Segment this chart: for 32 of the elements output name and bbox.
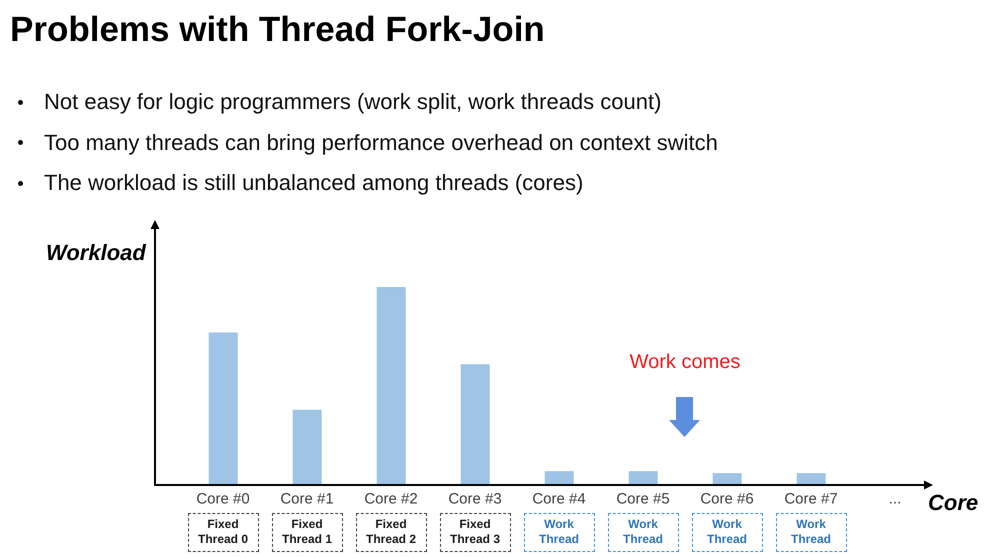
bar (544, 471, 574, 485)
text: The workload is still unbalanced among threads (cores) (44, 170, 584, 196)
x-tick-label: Core #5 (616, 490, 670, 508)
bar (712, 473, 742, 485)
text: Work Thread (622, 517, 664, 547)
x-tick-label: Core #6 (700, 490, 754, 508)
bar (208, 332, 238, 485)
x-tick-label: Core #2 (364, 490, 418, 508)
bar (460, 364, 490, 485)
x-axis-title: Core (928, 490, 978, 516)
text: Not easy for logic programmers (work split, work threads count) (44, 89, 662, 115)
y-axis-title: Workload (46, 240, 146, 266)
x-tick-label: Core #7 (784, 490, 838, 508)
bar (796, 473, 826, 485)
text: Work Thread (706, 517, 748, 547)
text: Work Thread (538, 517, 580, 547)
x-tick-label: Core #1 (280, 490, 334, 508)
text: Fixed Thread 1 (280, 517, 333, 547)
x-tick-label: Core #3 (448, 490, 502, 508)
x-tick-label: Core #0 (196, 490, 250, 508)
text: Fixed Thread 0 (196, 517, 249, 547)
x-tick-label: Core #4 (532, 490, 586, 508)
bar (376, 287, 406, 485)
annotation: Work comes (628, 350, 742, 374)
text: Too many threads can bring performance overhead on context switch (44, 130, 718, 156)
text: Fixed Thread 2 (364, 517, 417, 547)
text: Work Thread (790, 517, 832, 547)
bar (628, 471, 658, 485)
x-tick-label: ... (888, 490, 902, 508)
bar (292, 410, 322, 485)
text: Fixed Thread 3 (448, 517, 501, 547)
chart-title: Problems with Thread Fork-Join (10, 10, 545, 50)
